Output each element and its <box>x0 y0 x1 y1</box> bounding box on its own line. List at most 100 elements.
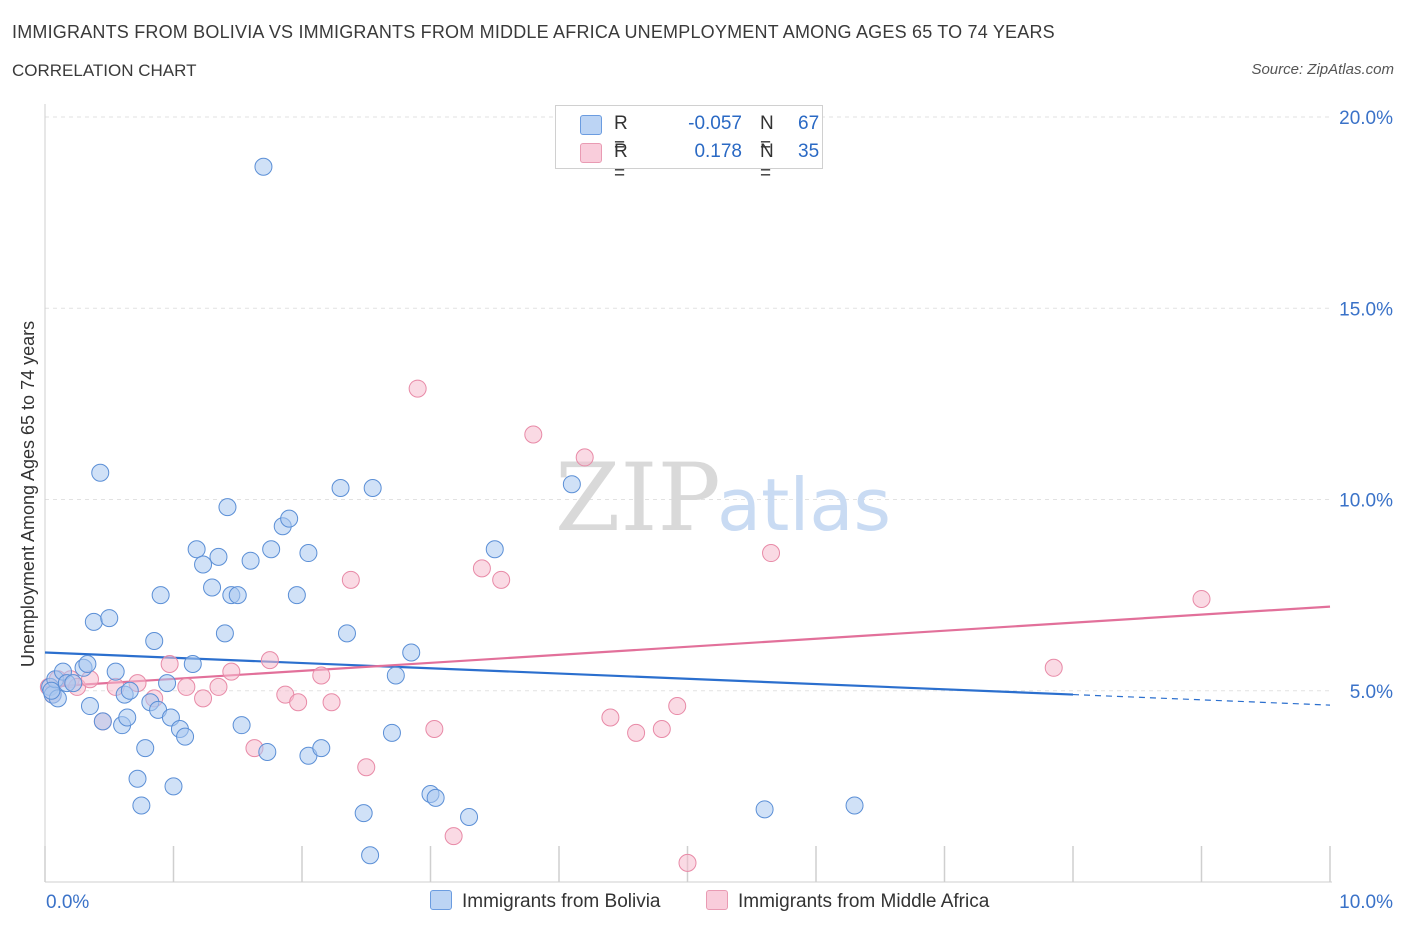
data-point-bolivia <box>460 807 479 826</box>
bottom-legend-africa: Immigrants from Middle Africa <box>706 890 989 913</box>
x-tick-label: 0.0% <box>46 892 89 913</box>
data-point-bolivia <box>755 800 774 819</box>
x-tick-label: 10.0% <box>1339 892 1393 913</box>
axis-labels: 5.0% 10.0% 15.0% 20.0% 0.0% 10.0% Unemployment… <box>18 108 1393 913</box>
data-point-bolivia <box>215 624 234 643</box>
data-point-middle-africa <box>357 758 376 777</box>
data-point-bolivia <box>562 475 581 494</box>
bottom-legend-bolivia-label: Immigrants from Bolivia <box>462 891 661 912</box>
trend-lines <box>44 605 1331 706</box>
data-point-bolivia <box>312 739 331 758</box>
data-point-middle-africa <box>312 666 331 685</box>
data-point-middle-africa <box>668 697 687 716</box>
legend-n-label: N = <box>760 141 774 184</box>
trend-line-bolivia <box>44 651 1074 696</box>
legend-r-label: R = <box>614 141 628 184</box>
data-point-middle-africa <box>160 654 179 673</box>
data-point-bolivia <box>258 742 277 761</box>
data-point-bolivia <box>287 586 306 605</box>
legend-r-value: 0.178 <box>694 141 742 162</box>
data-point-bolivia <box>176 727 195 746</box>
legend-n-value: 67 <box>798 113 820 134</box>
data-point-bolivia <box>203 578 222 597</box>
legend-r-value: -0.057 <box>688 113 742 134</box>
data-point-bolivia <box>232 716 251 735</box>
y-tick-label: 20.0% <box>1339 108 1393 129</box>
legend-n-value: 35 <box>798 141 820 162</box>
y-axis-label: Unemployment Among Ages 65 to 74 years <box>18 321 38 667</box>
trend-line-bolivia-extension <box>1072 693 1331 706</box>
data-point-middle-africa <box>524 425 543 444</box>
data-point-bolivia <box>158 674 177 693</box>
legend-n-label: N = <box>760 113 774 156</box>
chart-subtitle: CORRELATION CHART <box>12 61 197 80</box>
data-point-bolivia <box>299 544 318 563</box>
data-point-middle-africa <box>194 689 213 708</box>
data-point-bolivia <box>100 609 119 628</box>
watermark: ZIP atlas <box>555 444 891 553</box>
data-point-middle-africa <box>492 570 511 589</box>
data-point-bolivia <box>354 804 373 823</box>
data-point-bolivia <box>218 498 237 517</box>
data-point-middle-africa <box>222 662 241 681</box>
data-point-bolivia <box>164 777 183 796</box>
data-point-bolivia <box>426 788 445 807</box>
data-point-bolivia <box>84 612 103 631</box>
y-tick-label: 10.0% <box>1339 491 1393 512</box>
data-point-middle-africa <box>322 693 341 712</box>
data-point-middle-africa <box>289 693 308 712</box>
data-point-bolivia <box>280 509 299 528</box>
bottom-swatch-bolivia <box>430 890 452 910</box>
data-point-middle-africa <box>1192 589 1211 608</box>
points-bolivia <box>41 157 864 865</box>
data-point-bolivia <box>262 540 281 559</box>
data-point-bolivia <box>209 547 228 566</box>
data-point-middle-africa <box>575 448 594 467</box>
data-point-middle-africa <box>341 570 360 589</box>
y-tick-label: 5.0% <box>1350 682 1393 703</box>
data-point-bolivia <box>136 739 155 758</box>
chart-title: IMMIGRANTS FROM BOLIVIA VS IMMIGRANTS FR… <box>12 22 1055 42</box>
data-point-bolivia <box>845 796 864 815</box>
data-point-middle-africa <box>601 708 620 727</box>
source-label: Source: ZipAtlas.com <box>1251 61 1394 78</box>
data-point-bolivia <box>80 697 99 716</box>
data-point-middle-africa <box>1044 658 1063 677</box>
data-point-middle-africa <box>177 677 196 696</box>
y-tick-label: 15.0% <box>1339 299 1393 320</box>
data-point-bolivia <box>120 681 139 700</box>
data-point-bolivia <box>151 586 170 605</box>
data-point-bolivia <box>485 540 504 559</box>
data-point-bolivia <box>128 769 147 788</box>
data-point-middle-africa <box>408 379 427 398</box>
data-point-bolivia <box>361 846 380 865</box>
legend-swatch-africa <box>580 143 602 163</box>
data-point-middle-africa <box>652 720 671 738</box>
data-point-middle-africa <box>425 720 444 738</box>
bottom-legend-bolivia: Immigrants from Bolivia <box>430 890 661 913</box>
gridlines <box>45 116 1330 692</box>
data-point-bolivia <box>132 796 151 815</box>
data-point-bolivia <box>254 157 273 176</box>
bottom-legend-africa-label: Immigrants from Middle Africa <box>738 891 990 912</box>
data-point-bolivia <box>93 712 112 731</box>
data-point-bolivia <box>386 666 405 685</box>
axes <box>44 104 1332 883</box>
data-point-bolivia <box>241 551 260 570</box>
data-point-bolivia <box>228 586 247 605</box>
data-point-middle-africa <box>627 723 646 742</box>
data-point-bolivia <box>382 723 401 742</box>
trend-line-middle-africa <box>44 605 1331 689</box>
data-point-bolivia <box>78 654 97 673</box>
data-point-bolivia <box>194 555 213 574</box>
data-point-bolivia <box>187 540 206 559</box>
data-point-middle-africa <box>209 677 228 696</box>
data-point-middle-africa <box>260 651 279 670</box>
legend-r-label: R = <box>614 113 628 156</box>
data-point-bolivia <box>331 479 350 498</box>
stats-legend: R = -0.057 N = 67 R = 0.178 N = 35 <box>555 105 823 184</box>
data-point-bolivia <box>42 681 61 700</box>
bottom-swatch-africa <box>706 890 728 910</box>
data-point-bolivia <box>91 463 110 482</box>
